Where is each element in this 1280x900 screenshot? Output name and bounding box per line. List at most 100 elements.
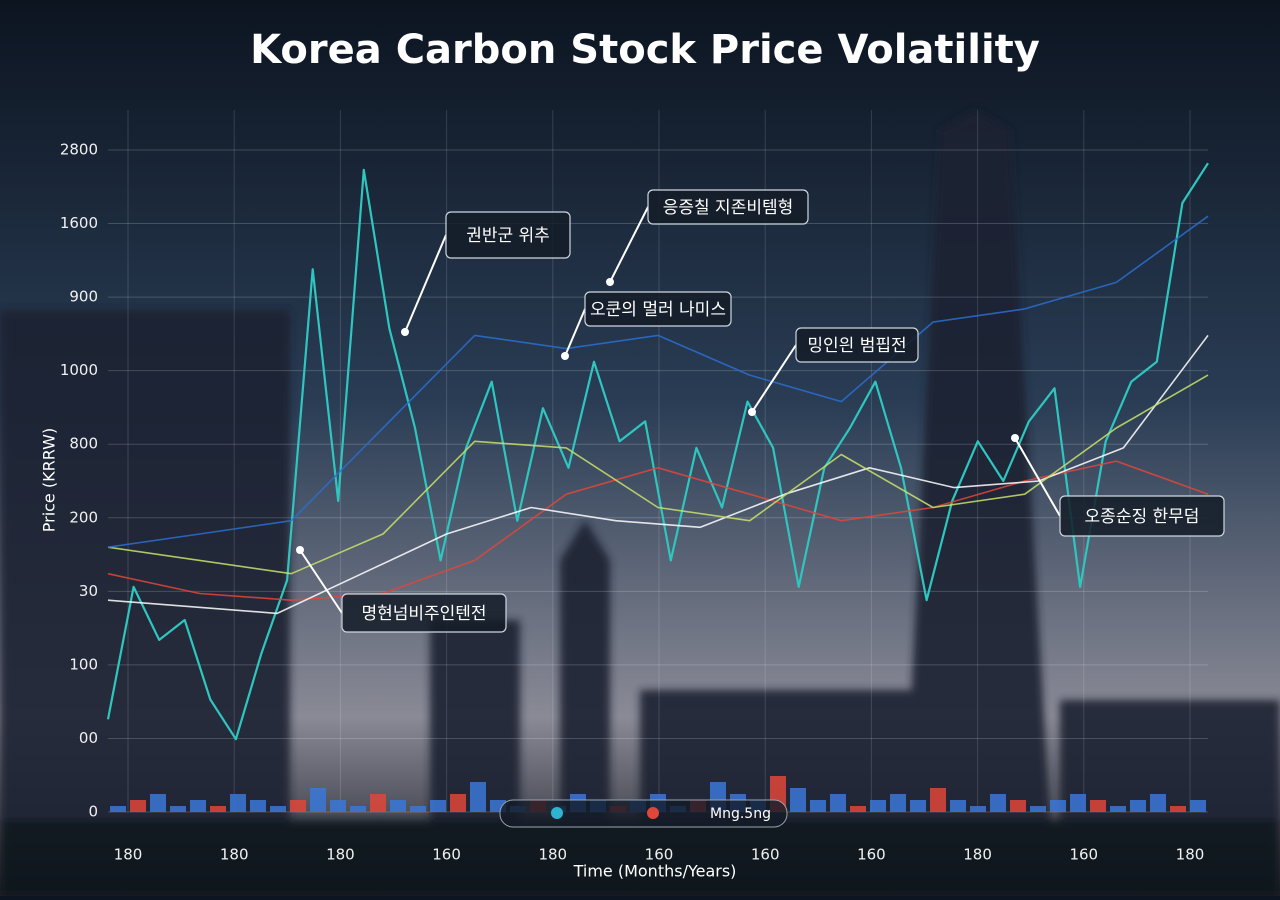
y-tick-label: 00 bbox=[79, 729, 98, 747]
volume-bar bbox=[910, 800, 926, 812]
annotation-box bbox=[795, 327, 919, 363]
volume-bar bbox=[1050, 800, 1066, 812]
annotation-point bbox=[606, 278, 614, 286]
y-tick-label: 100 bbox=[69, 655, 98, 673]
annotation: 권반군 위추 bbox=[401, 211, 571, 336]
volume-bar bbox=[1150, 794, 1166, 812]
annotation: 오쿤의 멀러 나미스 bbox=[561, 291, 732, 360]
volume-bar bbox=[1130, 800, 1146, 812]
annotation-text: 권반군 위추 bbox=[466, 226, 550, 246]
annotation-point bbox=[296, 546, 304, 554]
annotation-arrow bbox=[564, 308, 586, 357]
x-tick-label: 180 bbox=[1176, 846, 1205, 864]
annotation-text: 명현넘비주인텐전 bbox=[361, 604, 486, 624]
legend-swatch bbox=[551, 807, 563, 819]
volume-bar bbox=[130, 800, 146, 812]
volume-bar bbox=[1190, 800, 1206, 812]
y-tick-label: 0 bbox=[88, 803, 98, 821]
volume-bar bbox=[1070, 794, 1086, 812]
annotation-point bbox=[748, 408, 756, 416]
volume-bar bbox=[870, 800, 886, 812]
annotation: 오종순징 한무덤 bbox=[1011, 434, 1225, 537]
volume-bar bbox=[890, 794, 906, 812]
annotation-arrow bbox=[609, 206, 649, 283]
volume-bar bbox=[470, 782, 486, 812]
moving-average bbox=[107, 460, 1209, 601]
legend-swatch bbox=[647, 807, 659, 819]
volume-bar bbox=[1170, 806, 1186, 812]
y-axis-label: Price (KRRW) bbox=[40, 428, 59, 533]
y-tick-label: 2800 bbox=[60, 141, 98, 159]
x-tick-label: 160 bbox=[432, 846, 461, 864]
x-tick-label: 180 bbox=[538, 846, 567, 864]
volume-bar bbox=[370, 794, 386, 812]
annotation-point bbox=[1011, 434, 1019, 442]
x-tick-label: 160 bbox=[645, 846, 674, 864]
annotation: 응증칠 지존비템형 bbox=[606, 189, 809, 286]
volume-bar bbox=[350, 806, 366, 812]
y-tick-label: 900 bbox=[69, 288, 98, 306]
price-line bbox=[106, 162, 1209, 741]
volume-bar bbox=[290, 800, 306, 812]
legend-label: Mng.5ng bbox=[710, 806, 771, 822]
annotation-arrow bbox=[299, 549, 343, 614]
annotation: 밍인읜 범핍전 bbox=[748, 327, 919, 416]
volume-bar bbox=[110, 806, 126, 812]
y-tick-label: 1000 bbox=[60, 361, 98, 379]
chart-title: Korea Carbon Stock Price Volatility bbox=[250, 27, 1040, 73]
volume-bar bbox=[230, 794, 246, 812]
volume-bar bbox=[990, 794, 1006, 812]
moving-average bbox=[107, 215, 1209, 548]
volume-bar bbox=[950, 800, 966, 812]
legend bbox=[499, 799, 788, 828]
volume-bar bbox=[170, 806, 186, 812]
x-tick-label: 160 bbox=[857, 846, 886, 864]
annotation-box bbox=[584, 291, 732, 327]
y-tick-label: 800 bbox=[69, 435, 98, 453]
annotation-arrow bbox=[751, 344, 797, 413]
volume-bar bbox=[410, 806, 426, 812]
annotation-arrow bbox=[1014, 437, 1061, 517]
x-tick-label: 160 bbox=[1069, 846, 1098, 864]
annotation-point bbox=[561, 352, 569, 360]
volume-bar bbox=[930, 788, 946, 812]
x-tick-label: 180 bbox=[220, 846, 249, 864]
x-tick-label: 160 bbox=[751, 846, 780, 864]
x-tick-label: 180 bbox=[114, 846, 143, 864]
volume-bar bbox=[850, 806, 866, 812]
annotation-text: 밍인읜 범핍전 bbox=[807, 336, 906, 356]
annotation-text: 오쿤의 멀러 나미스 bbox=[590, 300, 726, 320]
volume-bar bbox=[1010, 800, 1026, 812]
annotation-text: 오종순징 한무덤 bbox=[1085, 507, 1200, 527]
annotation-box bbox=[647, 189, 809, 225]
y-tick-label: 1600 bbox=[60, 214, 98, 232]
moving-average bbox=[107, 374, 1209, 575]
moving-average bbox=[107, 334, 1209, 615]
annotation-box bbox=[1059, 495, 1225, 537]
volume-bar bbox=[450, 794, 466, 812]
volume-bar bbox=[210, 806, 226, 812]
annotation-box bbox=[445, 211, 571, 259]
x-axis-label: Time (Months/Years) bbox=[573, 862, 737, 881]
volume-bar bbox=[190, 800, 206, 812]
volume-bar bbox=[430, 800, 446, 812]
volume-bar bbox=[1030, 806, 1046, 812]
y-tick-label: 200 bbox=[69, 508, 98, 526]
x-tick-label: 180 bbox=[963, 846, 992, 864]
annotation-point bbox=[401, 328, 409, 336]
volume-bar bbox=[390, 800, 406, 812]
volume-bar bbox=[310, 788, 326, 812]
annotation-text: 응증칠 지존비템형 bbox=[663, 198, 794, 218]
volume-bar bbox=[810, 800, 826, 812]
volume-bar bbox=[1110, 806, 1126, 812]
annotation-arrow bbox=[404, 234, 447, 333]
y-tick-label: 30 bbox=[79, 582, 98, 600]
volume-bar bbox=[830, 794, 846, 812]
volume-bar bbox=[1090, 800, 1106, 812]
volume-bar bbox=[790, 788, 806, 812]
annotation: 명현넘비주인텐전 bbox=[296, 546, 507, 633]
x-tick-label: 180 bbox=[326, 846, 355, 864]
volume-bar bbox=[330, 800, 346, 812]
